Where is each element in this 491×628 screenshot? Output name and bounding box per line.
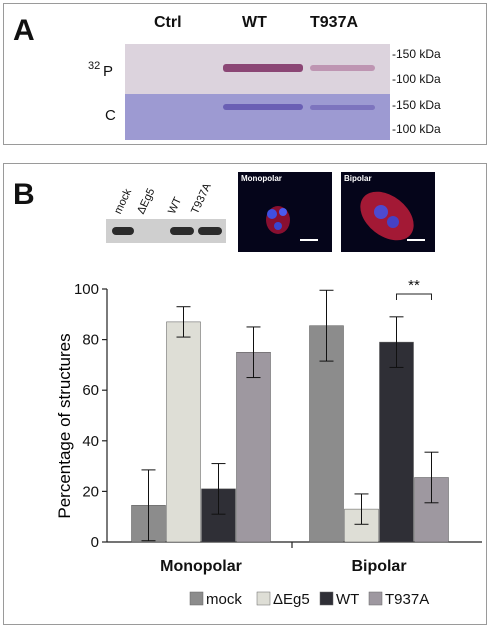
marker-100-top: -100 kDa bbox=[392, 72, 441, 86]
y-axis-label: Percentage of structures bbox=[55, 333, 74, 518]
bar-WT-Bipolar bbox=[379, 341, 414, 543]
wb-band-t937a bbox=[198, 227, 222, 235]
legend-swatch-T937A bbox=[368, 591, 383, 606]
p32-row-label: P bbox=[103, 63, 114, 80]
band-t937a-p32 bbox=[310, 65, 375, 71]
marker-100-bottom: -100 kDa bbox=[392, 122, 441, 136]
significance-annotation: ** bbox=[408, 277, 420, 294]
bar-T937A-Monopolar bbox=[236, 352, 271, 543]
legend-label: WT bbox=[336, 591, 359, 608]
wb-band-mock bbox=[112, 227, 134, 235]
panel-b-letter: B bbox=[13, 178, 35, 211]
marker-150-top: -150 kDa bbox=[392, 47, 441, 61]
legend-swatch-mock bbox=[189, 591, 204, 606]
panel-b: B mock ΔEg5 WT T937A Monopolar Bipolar P… bbox=[3, 163, 487, 625]
micrograph-monopolar: Monopolar bbox=[238, 172, 332, 252]
western-blot-strip bbox=[106, 219, 226, 243]
p32-superscript: 32 bbox=[88, 60, 101, 72]
lane-label-ctrl: Ctrl bbox=[154, 14, 182, 31]
y-tick-label: 60 bbox=[82, 382, 99, 399]
micrograph-monopolar-title: Monopolar bbox=[241, 174, 282, 183]
bipolar-spindle-image bbox=[360, 191, 425, 241]
autoradiograph-gel bbox=[125, 44, 390, 94]
band-t937a-coomassie bbox=[310, 105, 375, 110]
x-category-label: Monopolar bbox=[160, 558, 242, 575]
micrograph-bipolar: Bipolar bbox=[341, 172, 435, 252]
band-wt-p32 bbox=[223, 64, 303, 72]
y-tick-label: 40 bbox=[82, 433, 99, 450]
legend-swatch-ΔEg5 bbox=[256, 591, 271, 606]
bar-mock-Bipolar bbox=[309, 325, 344, 543]
legend-label: mock bbox=[206, 591, 242, 608]
wb-band-wt bbox=[170, 227, 194, 235]
panel-a-letter: A bbox=[13, 14, 35, 47]
y-tick-label: 20 bbox=[82, 483, 99, 500]
legend-label: ΔEg5 bbox=[273, 591, 310, 608]
panel-a: A Ctrl WT T937A 32 P C -150 kDa -100 kDa… bbox=[3, 3, 487, 145]
y-tick-label: 0 bbox=[91, 534, 99, 551]
coomassie-gel bbox=[125, 94, 390, 140]
legend-label: T937A bbox=[385, 591, 429, 608]
coomassie-row-label: C bbox=[105, 107, 116, 124]
bar-ΔEg5-Monopolar bbox=[166, 321, 201, 543]
micrograph-bipolar-title: Bipolar bbox=[344, 174, 372, 183]
x-category-label: Bipolar bbox=[351, 558, 406, 575]
lane-label-wt: WT bbox=[242, 14, 267, 31]
monopolar-spindle-image bbox=[266, 206, 318, 241]
lane-label-t937a: T937A bbox=[310, 14, 359, 31]
significance-bracket bbox=[396, 293, 432, 300]
percentage-bar-chart: Percentage of structures 0 20 40 60 80 100 Mon… bbox=[55, 277, 482, 608]
band-wt-coomassie bbox=[223, 104, 303, 110]
marker-150-bottom: -150 kDa bbox=[392, 98, 441, 112]
y-tick-label: 100 bbox=[74, 281, 99, 298]
y-tick-label: 80 bbox=[82, 332, 99, 349]
legend-swatch-WT bbox=[319, 591, 334, 606]
